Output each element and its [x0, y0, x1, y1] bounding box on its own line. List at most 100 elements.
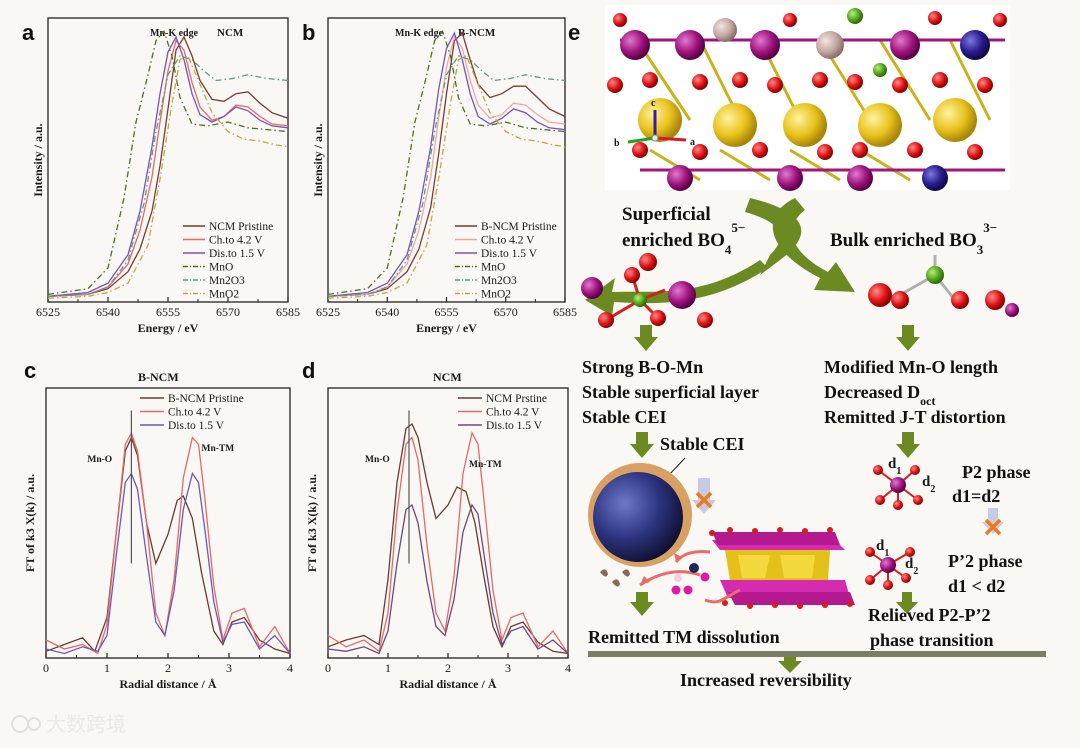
left-arrow-head — [585, 260, 768, 316]
series-line-d-2 — [327, 503, 569, 655]
annotation-mn-o: Mn-O — [87, 455, 112, 465]
blocked-arrow-2 — [982, 508, 1004, 536]
down-arrow-3 — [630, 432, 654, 458]
down-arrow-7 — [778, 655, 802, 673]
x-axis-label-c: Radial distance / Å — [119, 677, 216, 691]
octahedron-p2prime: d1 d2 — [865, 538, 918, 590]
panel-letter-e: e — [568, 20, 580, 45]
legend-label: B-NCM Pristine — [481, 221, 557, 233]
panel-letter-b: b — [302, 20, 315, 45]
panel-d: d NCM 0 1 2 3 4 Radial distance / Å FT of k3 X… — [302, 358, 571, 691]
legend-label: Dis.to 1.5 V — [481, 248, 538, 260]
series-line-a-0 — [47, 35, 289, 297]
panel-a-sample-label: NCM — [217, 27, 244, 39]
octahedron-p2: d1 d2 — [873, 456, 935, 510]
crystal-axes: c b a — [614, 98, 695, 149]
relieved-line2: phase transition — [870, 630, 994, 650]
series-line-a-4 — [47, 55, 289, 297]
curved-arrows — [585, 198, 855, 316]
series-line-a-3 — [47, 29, 289, 296]
right-point-2: Decreased Doct — [824, 382, 935, 408]
x-tick-label: 6540 — [375, 305, 399, 319]
y-axis-label-a: Intensity / a.u. — [31, 123, 45, 196]
down-arrow-5 — [630, 592, 654, 616]
x-tick-label: 6570 — [494, 305, 518, 319]
legend-label: Ch.to 4.2 V — [481, 235, 535, 247]
x-tick-label: 1 — [104, 661, 110, 675]
p2-relation-label: d1=d2 — [952, 486, 1000, 506]
p2-d2-label: d2 — [922, 474, 935, 495]
legend-label: MnO — [209, 262, 233, 274]
right-curved-arrow — [772, 198, 855, 292]
remitted-tm-label: Remitted TM dissolution — [588, 627, 780, 647]
series-line-c-0 — [45, 435, 291, 655]
chart-c: 0 1 2 3 4 Radial distance / Å FT of k3 X(k) / … — [23, 387, 293, 691]
left-point-3: Stable CEI — [582, 407, 667, 427]
watermark-text: 大数跨境 — [46, 712, 126, 736]
panel-a-edge-label: Mn-K edge — [150, 28, 199, 39]
x-axis-label-d: Radial distance / Å — [399, 677, 496, 691]
x-tick-label: 6555 — [156, 305, 180, 319]
stable-cei-label: Stable CEI — [660, 434, 745, 454]
x-tick-label: 0 — [43, 661, 49, 675]
series-line-c-2 — [45, 471, 291, 655]
panel-d-sample-label: NCM — [433, 370, 462, 384]
watermark-logo-icon — [11, 715, 29, 733]
legend-label: MnO2 — [481, 289, 511, 301]
x-tick-label: 6555 — [435, 305, 459, 319]
cathode-particle — [588, 463, 692, 567]
x-tick-label: 6525 — [316, 305, 340, 319]
tm-dissolution-ions — [600, 550, 741, 604]
crystal-bg — [605, 5, 1010, 190]
legend-label: Mn2O3 — [209, 275, 245, 287]
panel-c: c B-NCM 0 1 2 3 4 Radial distance / Å FT of k3… — [23, 358, 293, 691]
panel-letter-a: a — [22, 20, 35, 45]
x-tick-label: 6540 — [96, 305, 120, 319]
series-line-a-2 — [47, 35, 289, 297]
legend-label: NCM Pristine — [209, 221, 273, 233]
cei-pointer-line — [667, 457, 686, 477]
x-tick-label: 4 — [287, 661, 293, 675]
legend-label: Dis.to 1.5 V — [486, 420, 543, 432]
panel-b-sample-label: B-NCM — [458, 27, 496, 39]
x-axis-label-a: Energy / eV — [138, 321, 199, 335]
panel-b-edge-label: Mn-K edge — [395, 28, 444, 39]
superficial-title-line2: enriched BO45− — [622, 220, 745, 257]
series-line-b-0 — [327, 31, 566, 297]
series-line-b-2 — [327, 31, 566, 297]
x-tick-label: 3 — [226, 661, 232, 675]
x-tick-label: 0 — [325, 661, 331, 675]
x-tick-label: 3 — [505, 661, 511, 675]
series-line-a-1 — [47, 39, 289, 297]
panel-e: e — [568, 5, 1046, 690]
series-line-b-1 — [327, 35, 566, 297]
p2-d1-label: d1 — [888, 456, 901, 477]
down-arrow-2 — [896, 325, 920, 351]
series-line-d-1 — [327, 431, 569, 654]
left-point-1: Strong B-O-Mn — [582, 357, 703, 377]
axis-a-label: a — [690, 137, 695, 148]
p2p-d1-label: d1 — [876, 538, 889, 559]
chart-b: 6525 6540 6555 6570 6585 Energy / eV Intensity… — [311, 17, 577, 335]
y-axis-label-b: Intensity / a.u. — [311, 123, 325, 196]
axis-c-label: c — [651, 98, 656, 109]
x-axis-label-b: Energy / eV — [416, 321, 477, 335]
crystal-atoms — [607, 8, 1007, 191]
panel-b: b Mn-K edge B-NCM 6525 6540 6555 6570 6585 En… — [302, 17, 577, 335]
legend-label: Dis.to 1.5 V — [168, 420, 225, 432]
blocked-arrow-1 — [692, 478, 716, 514]
x-tick-label: 1 — [385, 661, 391, 675]
down-arrow-4 — [896, 432, 920, 458]
x-tick-label: 6570 — [216, 305, 240, 319]
down-arrows — [630, 325, 920, 673]
x-tick-label: 6585 — [553, 305, 577, 319]
p2-phase-label: P2 phase — [962, 462, 1031, 482]
series-line-b-4 — [327, 55, 566, 297]
series-line-c-1 — [45, 431, 291, 655]
axis-b-label: b — [614, 138, 620, 149]
legend-label: MnO — [481, 262, 505, 274]
superficial-title-line1: Superficial — [622, 204, 711, 225]
annotation-mn-tm: Mn-TM — [202, 444, 235, 454]
y-axis-label-d: FT of k3 X(k) / a.u. — [305, 474, 319, 572]
